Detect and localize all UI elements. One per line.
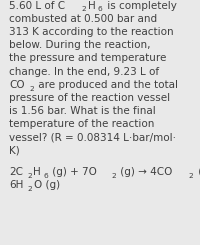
Text: 2C: 2C xyxy=(9,167,23,177)
Text: 2: 2 xyxy=(27,173,32,179)
Text: is completely: is completely xyxy=(104,0,177,11)
Text: O (g): O (g) xyxy=(34,180,60,190)
Text: 6: 6 xyxy=(98,6,102,12)
Text: 6: 6 xyxy=(43,173,48,179)
Text: CO: CO xyxy=(9,80,25,90)
Text: below. During the reaction,: below. During the reaction, xyxy=(9,40,151,50)
Text: 2: 2 xyxy=(28,186,32,192)
Text: H: H xyxy=(88,0,95,11)
Text: vessel? (R = 0.08314 L·bar/mol·: vessel? (R = 0.08314 L·bar/mol· xyxy=(9,133,176,143)
Text: 2: 2 xyxy=(111,173,116,179)
Text: 313 K according to the reaction: 313 K according to the reaction xyxy=(9,27,174,37)
Text: is 1.56 bar. What is the final: is 1.56 bar. What is the final xyxy=(9,106,156,116)
Text: H: H xyxy=(33,167,41,177)
Text: pressure of the reaction vessel: pressure of the reaction vessel xyxy=(9,93,170,103)
Text: temperature of the reaction: temperature of the reaction xyxy=(9,119,154,129)
Text: change. In the end, 9.23 L of: change. In the end, 9.23 L of xyxy=(9,67,159,76)
Text: 2: 2 xyxy=(189,173,193,179)
Text: (g) + 7O: (g) + 7O xyxy=(49,167,97,177)
Text: are produced and the total: are produced and the total xyxy=(35,80,178,90)
Text: K): K) xyxy=(9,146,20,156)
Text: the pressure and temperature: the pressure and temperature xyxy=(9,53,166,63)
Text: 5.60 L of C: 5.60 L of C xyxy=(9,0,65,11)
Text: 2: 2 xyxy=(29,86,34,92)
Text: (g) → 4CO: (g) → 4CO xyxy=(117,167,173,177)
Text: combusted at 0.500 bar and: combusted at 0.500 bar and xyxy=(9,14,157,24)
Text: 6H: 6H xyxy=(9,180,23,190)
Text: 2: 2 xyxy=(81,6,86,12)
Text: (g) +: (g) + xyxy=(195,167,200,177)
